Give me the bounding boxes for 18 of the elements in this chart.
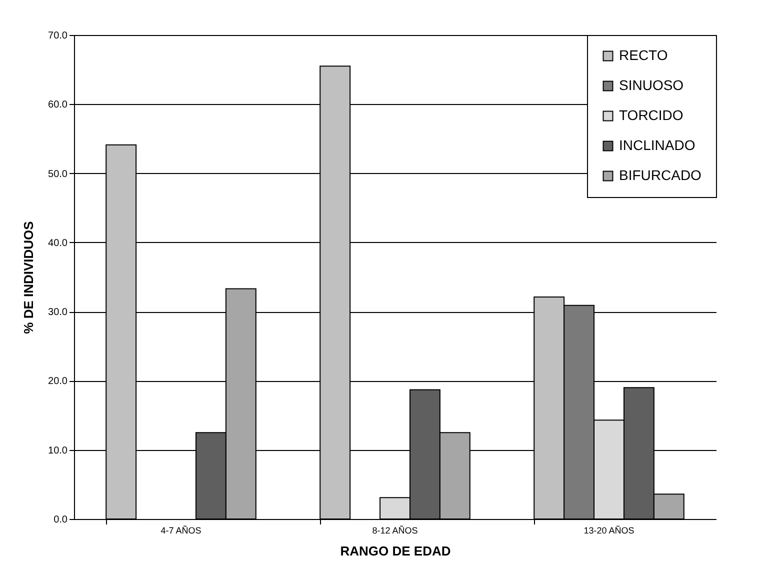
legend-label: TORCIDO — [619, 107, 684, 123]
x-axis-title: RANGO DE EDAD — [340, 544, 451, 558]
y-tick-label: 30.0 — [48, 307, 68, 318]
x-tick-label: 13-20 AÑOS — [584, 526, 634, 536]
y-tick-label: 70.0 — [48, 30, 68, 42]
y-tick-label: 50.0 — [48, 168, 68, 180]
legend-label: SINUOSO — [619, 77, 684, 93]
y-tick-label: 40.0 — [48, 238, 68, 249]
legend-label: RECTO — [619, 47, 668, 63]
x-tick-label: 4-7 AÑOS — [160, 526, 202, 536]
y-tick-label: 20.0 — [48, 376, 68, 388]
y-tick-label: 0.0 — [54, 514, 68, 526]
legend-label: BIFURCADO — [619, 167, 702, 183]
legend-label: INCLINADO — [619, 137, 696, 153]
x-tick-label: 8-12 AÑOS — [372, 526, 418, 536]
y-tick-label: 60.0 — [48, 100, 68, 111]
y-axis-title: % DE INDIVIDUOS — [21, 220, 36, 334]
y-tick-label: 10.0 — [48, 445, 68, 456]
